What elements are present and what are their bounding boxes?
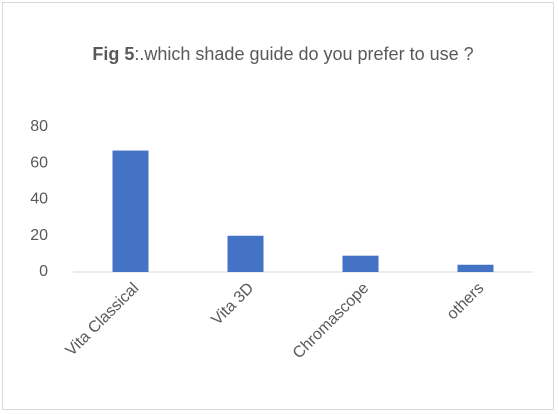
- title-text: :.which shade guide do you prefer to use…: [134, 44, 474, 64]
- bar: [342, 255, 379, 272]
- x-tick-label: Vita 3D: [208, 280, 257, 329]
- x-tick-label: others: [444, 280, 487, 323]
- chart-frame: [2, 2, 554, 410]
- y-tick-label: 40: [30, 191, 48, 208]
- y-tick-label: 0: [39, 263, 48, 280]
- y-tick-label: 80: [30, 118, 48, 135]
- bar: [227, 235, 264, 272]
- chart-title: Fig 5:.which shade guide do you prefer t…: [70, 38, 496, 70]
- bar: [112, 150, 149, 272]
- y-tick-label: 20: [30, 227, 48, 244]
- x-tick-label: Chromascope: [290, 280, 373, 363]
- y-tick-label: 60: [30, 154, 48, 171]
- title-prefix: Fig 5: [92, 44, 135, 64]
- bar: [457, 264, 494, 272]
- x-tick-label: Vita Classical: [63, 280, 143, 360]
